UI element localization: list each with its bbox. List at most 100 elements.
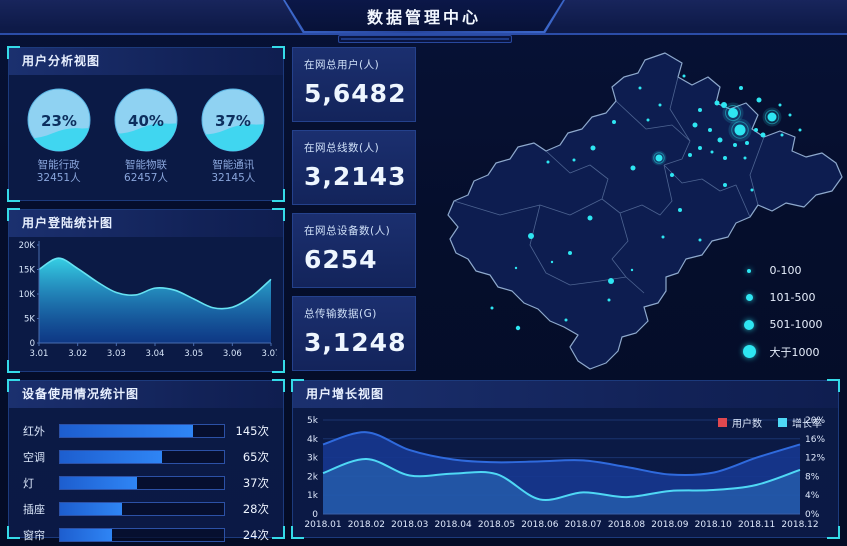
map-legend-dot [745,294,753,301]
map-legend-label: 101-500 [769,291,816,304]
svg-text:3.05: 3.05 [184,349,203,359]
panel-user-analysis: 用户分析视图 23% 智能行政 32451人 40% 智能物联 62457人 37% 智能通讯… [7,46,285,202]
gauge-percent: 37% [215,112,251,130]
svg-text:2018.01: 2018.01 [304,520,341,530]
map-bubble [788,113,792,117]
map-bubble [723,156,727,160]
panel-title-login-stats: 用户登陆统计图 [9,210,283,237]
svg-text:4k: 4k [307,435,319,445]
map-bubble [612,120,616,124]
liquid-gauge: 23% 智能行政 32451人 [24,85,94,185]
gauge-count: 32451人 [36,172,81,184]
login-area-chart: 0 5K 10K 15K 20K 3.01 3.02 3.03 3.04 3.05 3.06 3.07 [9,237,283,371]
legend-swatch [778,418,787,427]
legend-item[interactable]: 用户数 [718,415,762,430]
stat-value: 3,2143 [304,162,407,191]
page-title: 数据管理中心 [366,7,481,27]
bar-label: 插座 [23,503,45,516]
legend-item[interactable]: 增长率 [778,415,822,430]
bar-label: 空调 [23,451,45,464]
bar-label: 红外 [23,425,45,438]
map-bubble [780,133,784,137]
legend-label: 增长率 [792,419,822,430]
gauge-count: 62457人 [124,172,168,184]
svg-text:3.02: 3.02 [68,349,87,359]
map-bubble [760,132,766,138]
gauge-label: 智能物联 [124,159,167,171]
map-bubble [698,146,702,150]
map-bubble [745,141,749,145]
province-map [447,52,843,370]
bar-label: 窗帘 [23,529,45,542]
bar-row: 窗帘 24次 [23,526,269,544]
svg-text:10K: 10K [19,290,36,300]
map-bubble [692,122,698,128]
bar-fill [60,477,138,489]
stat-card: 在网总用户(人) 5,6482 [292,47,416,122]
map-bubble [608,278,614,284]
svg-text:3.04: 3.04 [146,349,165,359]
map-bubble [734,124,746,136]
legend-swatch [718,418,727,427]
stat-value: 6254 [304,245,378,274]
bar-track [59,450,225,464]
bar-track [59,528,225,542]
svg-text:0: 0 [312,510,318,520]
bar-track [59,424,225,438]
map-bubble [756,97,762,103]
svg-text:2018.12: 2018.12 [781,520,818,530]
bar-row: 红外 145次 [23,422,269,440]
bar-value: 24次 [242,528,269,542]
map-bubble [723,183,727,187]
map-bubble [568,251,572,255]
map-bubble [778,103,782,107]
bar-fill [60,529,113,541]
map-legend-label: 501-1000 [769,318,823,331]
bar-value: 65次 [242,450,269,464]
map-bubble [698,108,702,112]
gauge-caption: 智能行政 32451人 [37,159,81,185]
stat-label: 在网总设备数(人) [304,225,391,237]
svg-text:0%: 0% [805,510,820,520]
map-bubble [607,298,611,302]
svg-text:5K: 5K [24,315,35,325]
bar-value: 37次 [242,476,269,490]
gauge-count: 32145人 [211,172,256,184]
liquid-gauge: 40% 智能物联 62457人 [111,85,181,185]
bar-track [59,476,225,490]
map-legend-label: 0-100 [769,264,802,277]
svg-text:5k: 5k [307,416,319,426]
bar-row: 空调 65次 [23,448,269,466]
svg-text:2018.07: 2018.07 [565,520,602,530]
corner-bracket [272,189,285,202]
map-bubble [750,188,754,192]
map-bubble [798,128,802,132]
chart-legend: 用户数 增长率 [718,415,822,430]
bar-fill [60,425,193,437]
svg-text:3.01: 3.01 [30,349,49,359]
svg-text:1k: 1k [307,491,319,501]
svg-text:0: 0 [30,339,35,349]
header-bar: 数据管理中心 [0,0,847,35]
legend-label: 用户数 [732,419,762,430]
svg-text:12%: 12% [805,454,825,464]
bar-row: 灯 37次 [23,474,269,492]
liquid-gauge-group: 23% 智能行政 32451人 40% 智能物联 62457人 37% 智能通讯 32145人 [9,75,283,185]
bar-row: 插座 28次 [23,500,269,518]
svg-text:3.07: 3.07 [262,349,277,359]
bar-value: 145次 [235,424,269,438]
map-legend-dot [744,319,754,330]
map-bubble [728,108,738,118]
map-legend-label: 大于1000 [769,345,820,359]
map-bubble [655,154,663,162]
bar-fill [60,503,123,515]
map-legend-item: 大于1000 [742,338,822,365]
svg-text:3.06: 3.06 [223,349,242,359]
map-bubble [708,128,712,132]
map-bubble [710,150,714,154]
map-bubble [754,128,758,132]
growth-area-chart: 0 0% 1k 4% 2k 8% 3k 12% 4k 16% 5k 20% 2018.01 2018.02… [293,408,838,538]
stat-label: 总传输数据(G) [304,308,377,320]
map-bubble [698,238,702,242]
panel-title-user-analysis: 用户分析视图 [9,48,283,75]
